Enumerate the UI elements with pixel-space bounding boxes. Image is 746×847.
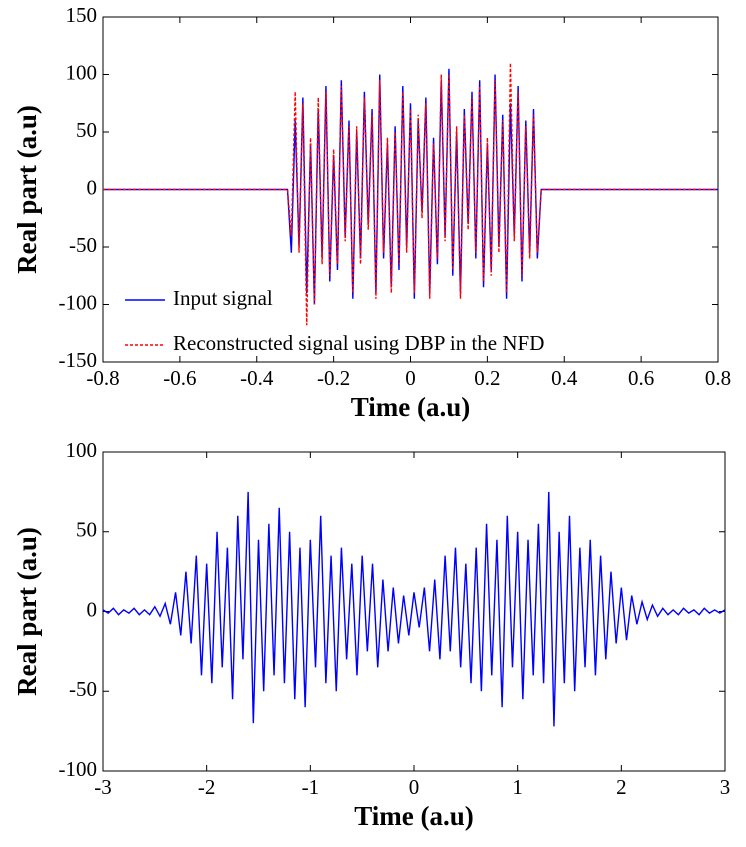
y-tick-label: 150 (66, 3, 98, 27)
x-tick-label: 2 (616, 775, 627, 799)
y-tick-label: -100 (59, 290, 98, 314)
y-tick-label: -150 (59, 348, 98, 372)
y-tick-label: -50 (69, 677, 97, 701)
y-axis-label: Real part (a.u) (12, 105, 42, 274)
legend-label: Input signal (173, 286, 273, 310)
y-tick-label: 0 (87, 175, 98, 199)
x-tick-label: 1 (512, 775, 523, 799)
series-line (103, 68, 718, 305)
y-tick-label: 100 (66, 438, 98, 462)
x-tick-label: -3 (94, 775, 112, 799)
x-tick-label: 0.2 (474, 366, 500, 390)
series-line (102, 491, 726, 727)
x-tick-label: 0 (405, 366, 416, 390)
x-tick-label: 0.6 (628, 366, 654, 390)
y-tick-label: 0 (87, 597, 98, 621)
plot-frame (102, 451, 726, 772)
x-axis-label: Time (a.u) (354, 801, 474, 831)
x-tick-label: 0.8 (705, 366, 731, 390)
x-tick-label: -2 (198, 775, 216, 799)
y-tick-label: 100 (66, 60, 98, 84)
x-tick-label: -0.2 (317, 366, 350, 390)
y-tick-label: -100 (59, 757, 98, 781)
x-tick-label: -1 (302, 775, 320, 799)
x-tick-label: 3 (720, 775, 731, 799)
legend-label: Reconstructed signal using DBP in the NF… (173, 331, 544, 355)
x-tick-label: -0.6 (163, 366, 196, 390)
x-tick-label: -0.4 (240, 366, 274, 390)
y-tick-label: -50 (69, 233, 97, 257)
y-axis-label: Real part (a.u) (12, 527, 42, 696)
x-tick-label: 0.4 (551, 366, 578, 390)
y-tick-label: 50 (76, 518, 97, 542)
series-line (103, 62, 718, 326)
y-tick-label: 50 (76, 118, 97, 142)
x-axis-label: Time (a.u) (351, 392, 471, 422)
x-tick-label: 0 (409, 775, 420, 799)
x-tick-label: -0.8 (86, 366, 119, 390)
